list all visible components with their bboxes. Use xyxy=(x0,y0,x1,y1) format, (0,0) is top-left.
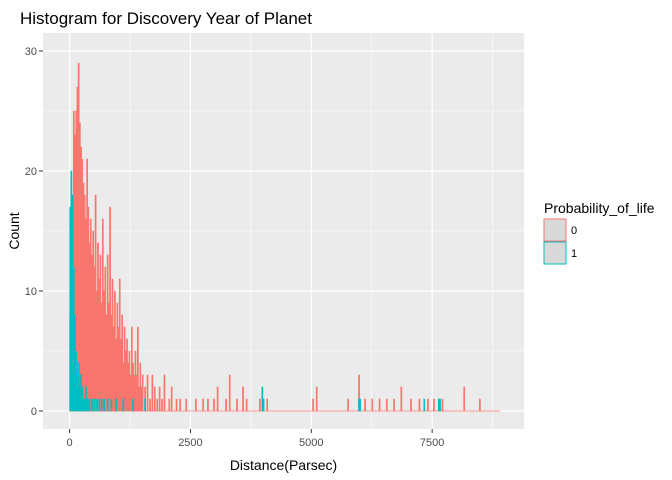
histogram-bar-series-1 xyxy=(88,398,91,412)
histogram-bar-series-0 xyxy=(149,398,151,412)
histogram-bar-series-1 xyxy=(423,398,426,412)
histogram-bar-series-0 xyxy=(163,374,166,412)
histogram-bar-series-0 xyxy=(179,398,182,412)
histogram-bar-series-1 xyxy=(95,398,98,412)
y-axis: 0 10 20 30 xyxy=(25,46,43,418)
histogram-bar-series-0 xyxy=(213,398,215,412)
y-tick-label: 30 xyxy=(25,46,37,58)
histogram-bar-series-0 xyxy=(170,386,173,412)
histogram-bar-series-0 xyxy=(202,398,204,412)
histogram-bar-series-1 xyxy=(262,398,265,412)
legend: Probability_of_life 0 1 xyxy=(543,200,655,265)
histogram-bar-series-0 xyxy=(216,386,219,412)
histogram-bar-series-1 xyxy=(106,398,109,412)
y-axis-title: Count xyxy=(6,212,22,249)
histogram-bar-series-0 xyxy=(259,398,261,412)
legend-label: 1 xyxy=(571,248,577,260)
histogram-bar-series-0 xyxy=(400,386,403,412)
histogram-bar-series-0 xyxy=(266,398,269,412)
histogram-bar-series-0 xyxy=(153,386,156,412)
histogram-bar-series-0 xyxy=(433,398,435,412)
histogram-bar-series-0 xyxy=(242,386,244,412)
histogram-bar-series-1 xyxy=(100,398,103,412)
x-tick-label: 7500 xyxy=(420,437,444,449)
histogram-bar-series-0 xyxy=(137,326,139,412)
histogram-bar-series-0 xyxy=(225,398,227,412)
chart-title: Histogram for Discovery Year of Planet xyxy=(20,9,312,28)
histogram-bar-series-0 xyxy=(441,398,444,412)
x-axis: 0 2500 5000 7500 xyxy=(67,429,444,449)
legend-title: Probability_of_life xyxy=(544,200,655,216)
histogram-bar-series-0 xyxy=(151,374,154,412)
histogram-bar-series-0 xyxy=(236,398,238,412)
y-tick-label: 10 xyxy=(25,286,37,298)
histogram-bar-series-0 xyxy=(315,386,318,412)
histogram-bar-series-1 xyxy=(98,398,101,412)
histogram-bar-series-1 xyxy=(110,398,113,412)
histogram-bar-series-0 xyxy=(385,398,388,412)
histogram-bar-series-0 xyxy=(371,398,374,412)
histogram-bar-series-0 xyxy=(410,398,412,412)
y-tick-label: 0 xyxy=(31,406,37,418)
x-tick-label: 2500 xyxy=(178,437,202,449)
legend-key-1 xyxy=(543,241,567,265)
histogram-bar-series-1 xyxy=(91,398,93,412)
y-tick-label: 20 xyxy=(25,166,37,178)
histogram-bar-series-1 xyxy=(93,398,96,412)
histogram-bar-series-0 xyxy=(479,398,481,412)
histogram-bar-series-1 xyxy=(115,398,117,412)
histogram-bar-series-0 xyxy=(141,374,144,412)
histogram-bar-series-0 xyxy=(347,398,350,412)
histogram-bar-series-0 xyxy=(146,374,149,412)
histogram-bar-series-1 xyxy=(122,398,125,412)
histogram-bar-series-0 xyxy=(158,386,161,412)
legend-key-0 xyxy=(543,218,567,242)
histogram-bar-series-0 xyxy=(418,398,421,412)
histogram-bars xyxy=(69,62,500,412)
histogram-bar-series-0 xyxy=(393,398,395,412)
histogram-bar-series-1 xyxy=(103,398,105,412)
histogram-bar-series-0 xyxy=(364,398,366,412)
histogram-bar-series-0 xyxy=(463,386,466,412)
histogram-bar-series-0 xyxy=(207,398,209,412)
histogram-bar-series-0 xyxy=(185,398,188,412)
histogram-bar-series-0 xyxy=(245,398,248,412)
minor-gridlines xyxy=(43,33,524,429)
histogram-bar-series-0 xyxy=(378,398,381,412)
x-tick-label: 5000 xyxy=(299,437,323,449)
histogram-bar-series-0 xyxy=(168,398,171,412)
legend-label: 0 xyxy=(571,225,577,237)
histogram-bar-series-1 xyxy=(144,398,146,412)
histogram-bar-series-0 xyxy=(175,398,178,412)
histogram-bar-series-0 xyxy=(427,398,429,412)
histogram-bar-series-0 xyxy=(109,206,111,412)
histogram-bar-series-1 xyxy=(132,398,134,412)
x-axis-title: Distance(Parsec) xyxy=(230,457,337,473)
histogram-bar-series-1 xyxy=(439,398,441,412)
histogram-bar-series-0 xyxy=(156,398,159,412)
histogram-bar-series-0 xyxy=(195,398,197,412)
histogram-bar-series-1 xyxy=(359,398,362,412)
histogram-bar-series-0 xyxy=(312,398,314,412)
x-tick-label: 0 xyxy=(67,437,73,449)
histogram-bar-series-0 xyxy=(161,398,163,412)
histogram-bar-series-0 xyxy=(228,374,231,412)
